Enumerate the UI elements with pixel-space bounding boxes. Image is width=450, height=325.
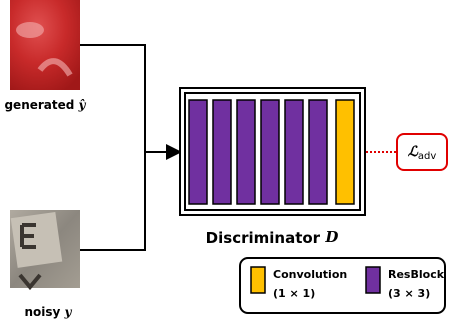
legend-swatch	[366, 267, 380, 293]
resblock	[285, 100, 303, 204]
resblock	[213, 100, 231, 204]
discriminator-label: Discriminator D	[206, 228, 339, 247]
legend-swatch	[251, 267, 265, 293]
resblock	[237, 100, 255, 204]
convolution	[336, 100, 354, 204]
legend-box	[240, 258, 445, 313]
legend-label: ResBlock	[388, 268, 445, 281]
legend-size: (3 × 3)	[388, 287, 430, 300]
resblock	[261, 100, 279, 204]
resblock	[189, 100, 207, 204]
generated-label: generated ŷ	[4, 98, 86, 112]
connector	[80, 45, 145, 250]
noisy-label: noisy y	[24, 305, 72, 319]
resblock	[309, 100, 327, 204]
page: generated ŷ noisy y Discriminator D ℒadv…	[0, 0, 450, 325]
generated-image	[10, 0, 80, 90]
noisy-image	[10, 210, 80, 288]
legend-label: Convolution	[273, 268, 347, 281]
diagram: generated ŷ noisy y Discriminator D ℒadv…	[0, 0, 450, 325]
legend-size: (1 × 1)	[273, 287, 315, 300]
